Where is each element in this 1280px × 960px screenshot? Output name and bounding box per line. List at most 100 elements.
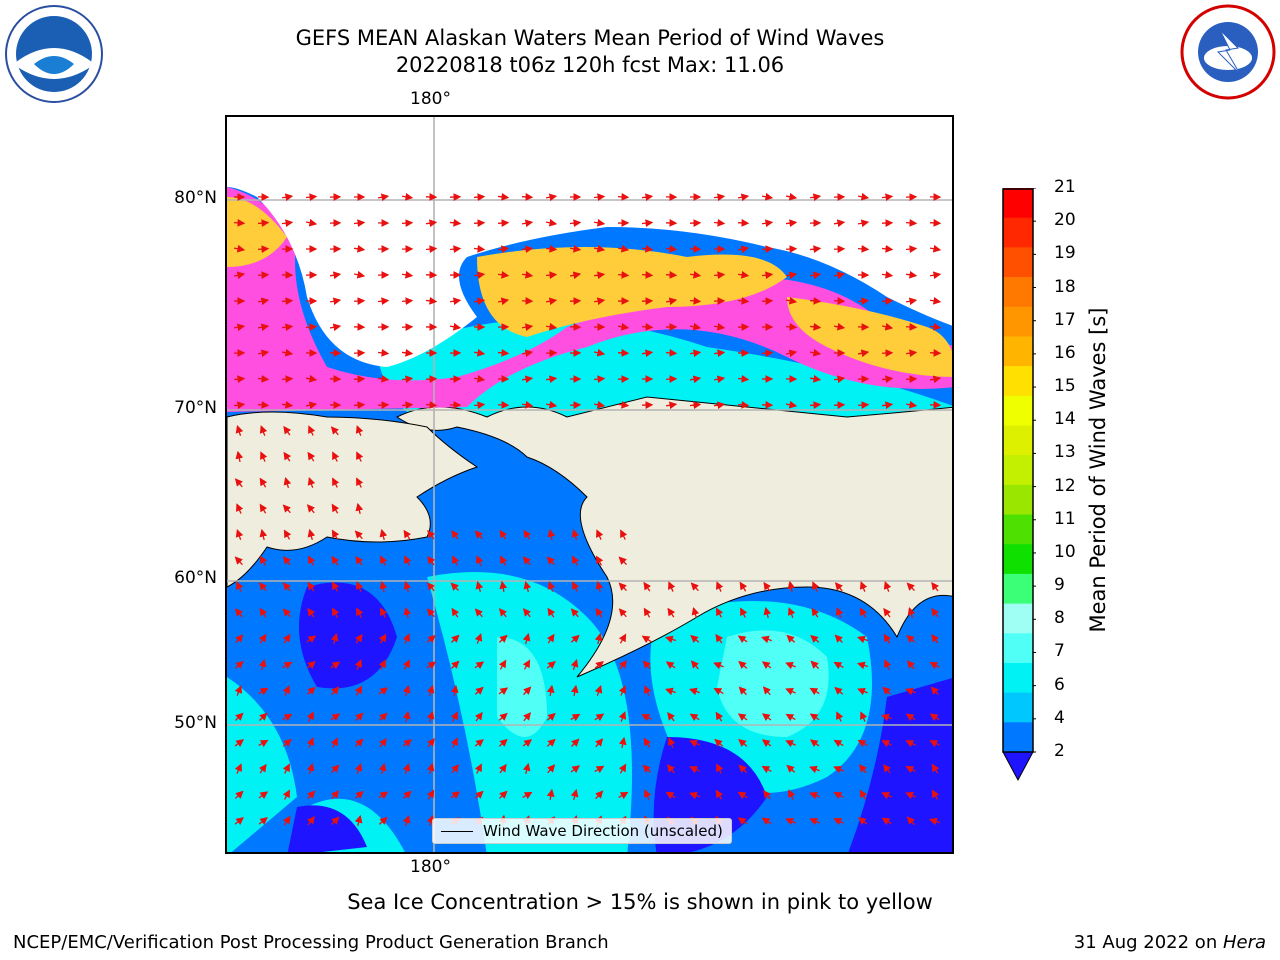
wave-direction-arrow bbox=[665, 791, 676, 800]
wave-direction-arrow bbox=[594, 661, 604, 669]
colorbar bbox=[1002, 188, 1036, 782]
wave-direction-arrow bbox=[905, 740, 916, 748]
colorbar-tick-label: 14 bbox=[1054, 409, 1076, 430]
wave-direction-arrow bbox=[643, 607, 652, 618]
wave-direction-arrow bbox=[425, 375, 438, 383]
wave-direction-arrow bbox=[618, 711, 627, 722]
wave-direction-arrow bbox=[595, 580, 604, 593]
wave-direction-arrow bbox=[258, 582, 267, 592]
wave-direction-arrow bbox=[786, 764, 796, 773]
wave-direction-arrow bbox=[305, 401, 318, 410]
wave-direction-arrow bbox=[833, 766, 844, 774]
wave-direction-arrow bbox=[378, 659, 386, 670]
wave-direction-arrow bbox=[715, 607, 724, 618]
wave-direction-arrow bbox=[787, 580, 796, 593]
wave-direction-arrow bbox=[282, 661, 293, 670]
wave-direction-arrow bbox=[354, 790, 364, 799]
wave-direction-arrow bbox=[427, 582, 435, 592]
wave-direction-arrow bbox=[353, 297, 366, 305]
wave-direction-arrow bbox=[402, 815, 411, 826]
wave-direction-arrow bbox=[450, 660, 460, 669]
wave-direction-arrow bbox=[332, 607, 340, 618]
wave-direction-arrow bbox=[521, 193, 534, 201]
wave-direction-arrow bbox=[857, 739, 868, 748]
wave-direction-arrow bbox=[355, 555, 364, 566]
wave-direction-arrow bbox=[569, 244, 582, 253]
wave-direction-arrow bbox=[282, 789, 290, 800]
wave-direction-arrow bbox=[641, 193, 654, 202]
wave-direction-arrow bbox=[308, 425, 316, 436]
wave-direction-arrow bbox=[305, 193, 318, 202]
wave-direction-arrow bbox=[306, 661, 316, 669]
wave-direction-arrow bbox=[450, 711, 458, 722]
wave-direction-arrow bbox=[739, 581, 748, 592]
wave-direction-arrow bbox=[618, 556, 627, 566]
wave-direction-arrow bbox=[259, 555, 268, 566]
wave-direction-arrow bbox=[761, 765, 772, 774]
wave-direction-arrow bbox=[522, 659, 531, 670]
legend-line-sample bbox=[441, 830, 473, 832]
wave-direction-arrow bbox=[785, 400, 798, 409]
wave-direction-arrow bbox=[906, 635, 916, 643]
wave-direction-arrow bbox=[570, 738, 580, 747]
wave-direction-arrow bbox=[259, 425, 268, 436]
wave-direction-arrow bbox=[572, 581, 580, 592]
colorbar-tick-label: 10 bbox=[1054, 541, 1076, 562]
colorbar-bin bbox=[1003, 692, 1033, 723]
wave-direction-arrow bbox=[881, 244, 894, 253]
wave-direction-arrow bbox=[281, 375, 294, 384]
wave-direction-arrow bbox=[378, 712, 388, 721]
wave-direction-arrow bbox=[809, 739, 820, 748]
wave-direction-arrow bbox=[714, 738, 724, 747]
wave-direction-arrow bbox=[401, 219, 414, 227]
map-legend: Wind Wave Direction (unscaled) bbox=[432, 818, 732, 844]
wave-direction-arrow bbox=[474, 530, 483, 540]
wave-direction-arrow bbox=[545, 244, 558, 253]
wave-direction-arrow bbox=[426, 684, 435, 696]
wave-direction-arrow bbox=[715, 711, 724, 722]
wave-direction-arrow bbox=[617, 349, 630, 357]
wave-direction-arrow bbox=[355, 502, 364, 515]
wave-direction-arrow bbox=[306, 635, 317, 644]
wave-direction-arrow bbox=[331, 581, 340, 592]
wave-direction-arrow bbox=[666, 764, 675, 774]
wave-direction-arrow bbox=[378, 633, 387, 644]
chart-subtitle: 20220818 t06z 120h fcst Max: 11.06 bbox=[395, 53, 785, 77]
wave-direction-arrow bbox=[257, 271, 270, 279]
wave-direction-arrow bbox=[401, 192, 414, 201]
wave-direction-arrow bbox=[833, 739, 844, 748]
colorbar-tick-label: 9 bbox=[1054, 575, 1065, 596]
wave-direction-arrow bbox=[450, 684, 459, 697]
wave-direction-arrow bbox=[618, 736, 627, 749]
wave-direction-arrow bbox=[716, 763, 724, 774]
wave-direction-arrow bbox=[545, 375, 558, 384]
wave-direction-arrow bbox=[235, 425, 244, 436]
wave-direction-arrow bbox=[737, 296, 750, 305]
wave-direction-arrow bbox=[523, 529, 532, 540]
wave-direction-arrow bbox=[785, 349, 798, 358]
wave-direction-arrow bbox=[473, 297, 486, 306]
wave-direction-arrow bbox=[402, 684, 411, 697]
wave-direction-arrow bbox=[595, 555, 604, 566]
wave-direction-arrow bbox=[906, 660, 915, 670]
wave-direction-arrow bbox=[306, 504, 315, 514]
wave-direction-arrow bbox=[307, 451, 316, 462]
wave-direction-arrow bbox=[281, 323, 294, 332]
wave-direction-arrow bbox=[740, 607, 748, 618]
wave-direction-arrow bbox=[426, 634, 436, 643]
wave-direction-arrow bbox=[498, 738, 508, 747]
wave-direction-arrow bbox=[425, 296, 438, 305]
colorbar-tick-label: 20 bbox=[1054, 210, 1076, 231]
wave-direction-arrow bbox=[473, 374, 486, 383]
wave-direction-arrow bbox=[860, 711, 868, 722]
wave-direction-arrow bbox=[330, 764, 340, 773]
wave-direction-arrow bbox=[857, 401, 870, 409]
wave-direction-arrow bbox=[595, 738, 604, 748]
wave-direction-arrow bbox=[281, 193, 294, 202]
wave-direction-arrow bbox=[737, 245, 750, 254]
wave-direction-arrow bbox=[452, 555, 460, 566]
wave-direction-arrow bbox=[450, 737, 458, 748]
wave-direction-arrow bbox=[330, 426, 339, 436]
wave-direction-arrow bbox=[763, 606, 772, 619]
wave-direction-arrow bbox=[401, 297, 414, 306]
